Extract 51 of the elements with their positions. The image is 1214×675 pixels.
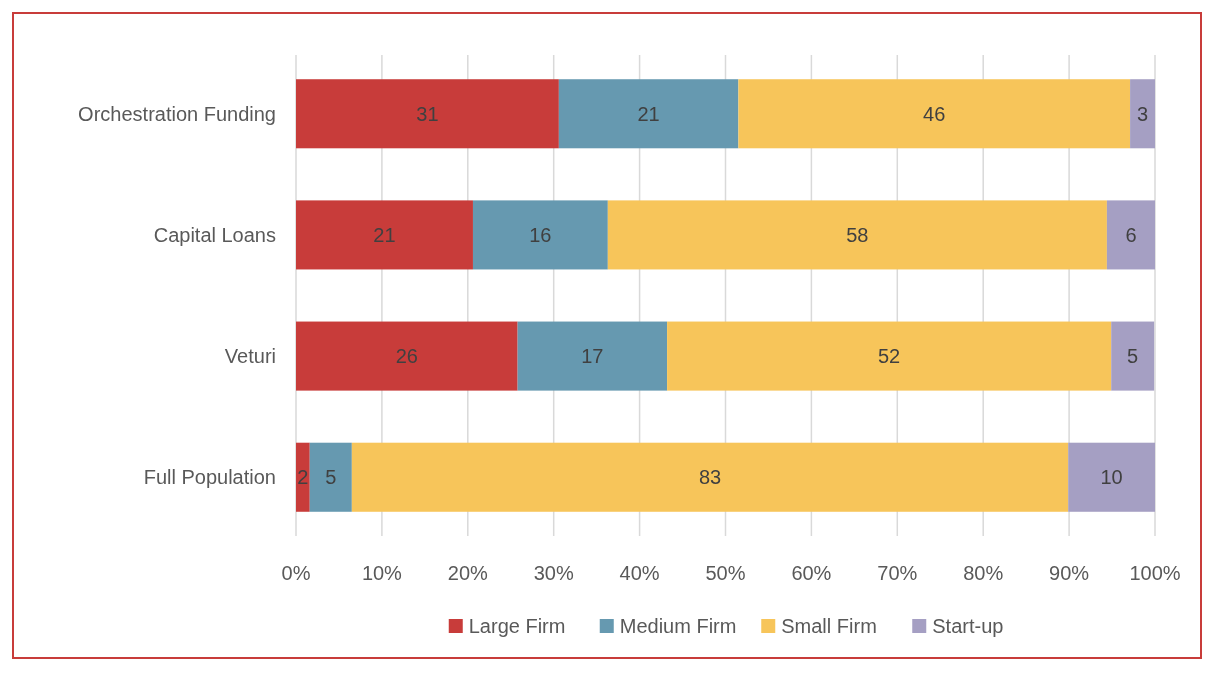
bar bbox=[1106, 200, 1155, 270]
data-label: 5 bbox=[325, 466, 337, 489]
bar bbox=[1130, 79, 1155, 149]
data-label: 31 bbox=[416, 102, 439, 125]
data-label: 26 bbox=[395, 345, 418, 368]
x-tick-label: 90% bbox=[1049, 562, 1090, 584]
data-label: 21 bbox=[637, 102, 660, 125]
data-label: 58 bbox=[846, 223, 869, 246]
y-tick-label: Orchestration Funding bbox=[78, 102, 276, 125]
y-tick-label: Veturi bbox=[224, 345, 276, 368]
bar bbox=[607, 200, 1107, 270]
x-tick-label: 40% bbox=[619, 562, 660, 584]
bar bbox=[296, 321, 518, 391]
legend-label: Large Firm bbox=[468, 615, 566, 637]
x-tick-label: 70% bbox=[877, 562, 918, 584]
bar bbox=[1111, 321, 1155, 391]
data-label: 5 bbox=[1127, 345, 1139, 368]
x-tick-label: 20% bbox=[447, 562, 489, 584]
data-label: 10 bbox=[1100, 466, 1123, 489]
bar bbox=[1068, 442, 1155, 512]
bar bbox=[517, 321, 668, 391]
x-tick-label: 60% bbox=[791, 562, 832, 584]
y-tick-label: Full Population bbox=[143, 466, 276, 489]
bar bbox=[309, 442, 352, 512]
bar bbox=[738, 79, 1131, 149]
bar bbox=[472, 200, 608, 270]
data-label: 6 bbox=[1125, 223, 1137, 246]
bar bbox=[351, 442, 1069, 512]
bar bbox=[667, 321, 1112, 391]
bar bbox=[296, 442, 310, 512]
x-tick-label: 30% bbox=[533, 562, 574, 584]
data-label: 52 bbox=[878, 345, 901, 368]
legend-label: Medium Firm bbox=[619, 615, 737, 637]
data-label: 2 bbox=[297, 466, 309, 489]
bar bbox=[558, 79, 739, 149]
bar bbox=[296, 200, 473, 270]
bar bbox=[296, 79, 559, 149]
x-tick-label: 100% bbox=[1129, 562, 1181, 584]
x-tick-label: 50% bbox=[705, 562, 746, 584]
legend-label: Start-up bbox=[932, 615, 1004, 637]
data-label: 16 bbox=[529, 223, 552, 246]
x-tick-label: 80% bbox=[963, 562, 1004, 584]
x-tick-label: 0% bbox=[281, 562, 311, 584]
y-tick-label: Capital Loans bbox=[153, 223, 276, 246]
data-label: 17 bbox=[581, 345, 604, 368]
data-label: 46 bbox=[923, 102, 946, 125]
legend-label: Small Firm bbox=[781, 615, 877, 637]
x-tick-label: 10% bbox=[361, 562, 403, 584]
data-label: 21 bbox=[373, 223, 396, 246]
data-label: 83 bbox=[698, 466, 722, 489]
data-label: 3 bbox=[1136, 102, 1149, 125]
